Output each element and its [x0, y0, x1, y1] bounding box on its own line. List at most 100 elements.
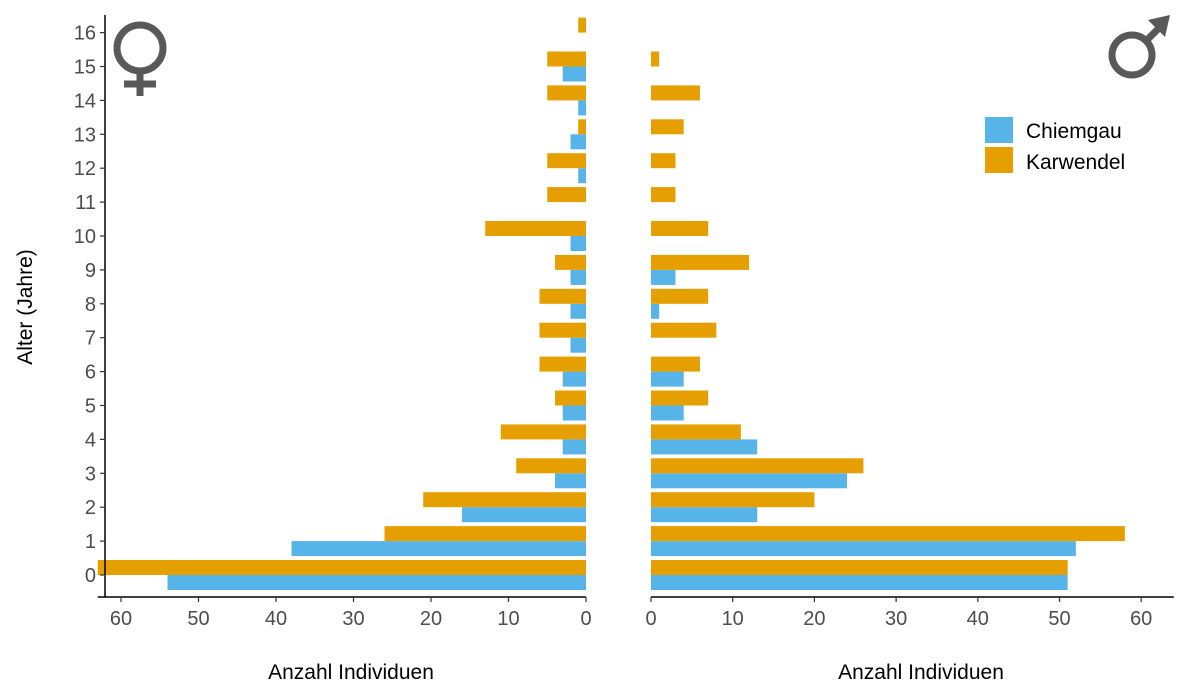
bar-male-karwendel-age-14 [651, 85, 701, 101]
legend-label-karwendel: Karwendel [1026, 151, 1125, 174]
legend-swatch-chiemgau [985, 117, 1013, 143]
bar-male-karwendel-age-13 [651, 119, 684, 135]
bar-male-chiemgau-age-0 [651, 575, 1068, 590]
x-axis-title-male: Anzahl Individuen [838, 661, 1004, 684]
bar-female-chiemgau-age-12 [578, 168, 586, 184]
bar-female-karwendel-age-11 [547, 187, 586, 203]
x-axis-title-female: Anzahl Individuen [268, 661, 434, 684]
bar-male-chiemgau-age-3 [651, 473, 848, 489]
y-tick-label: 0 [85, 565, 96, 587]
bar-female-karwendel-age-13 [578, 119, 586, 135]
y-tick-label: 1 [85, 531, 96, 553]
bar-male-karwendel-age-15 [651, 51, 660, 67]
bar-female-karwendel-age-16 [578, 17, 586, 33]
bar-female-karwendel-age-2 [423, 492, 586, 508]
y-tick-label: 16 [74, 23, 96, 45]
bar-female-karwendel-age-12 [547, 153, 586, 169]
y-tick-label: 11 [75, 192, 96, 214]
x-tick-label-female: 60 [110, 608, 132, 630]
bar-female-karwendel-age-10 [485, 221, 586, 236]
y-tick-label: 8 [85, 294, 96, 316]
bar-female-karwendel-age-4 [500, 424, 586, 440]
bar-female-chiemgau-age-0 [167, 575, 586, 590]
bar-female-chiemgau-age-14 [578, 100, 586, 116]
legend: Chiemgau Karwendel [985, 117, 1125, 174]
bar-female-chiemgau-age-5 [562, 405, 586, 421]
bar-female-karwendel-age-5 [555, 390, 586, 406]
bar-female-chiemgau-age-3 [555, 473, 586, 489]
y-tick-label: 14 [74, 90, 96, 112]
bar-female-karwendel-age-1 [384, 526, 586, 542]
bar-female-chiemgau-age-6 [562, 371, 586, 387]
y-tick-label: 13 [74, 124, 96, 146]
bar-female-karwendel-age-7 [539, 322, 586, 338]
y-tick-label: 6 [85, 362, 96, 384]
y-tick-label: 4 [85, 429, 96, 451]
bar-female-chiemgau-age-9 [570, 269, 586, 285]
bar-male-karwendel-age-12 [651, 153, 676, 169]
bar-female-karwendel-age-3 [516, 458, 586, 474]
y-tick-label: 10 [74, 226, 96, 248]
bar-female-karwendel-age-0 [97, 560, 586, 575]
legend-label-chiemgau: Chiemgau [1026, 120, 1122, 143]
bar-male-karwendel-age-0 [651, 560, 1068, 575]
axes-layer [97, 15, 1174, 602]
bar-female-karwendel-age-6 [539, 356, 586, 372]
y-tick-label: 5 [85, 396, 96, 418]
x-tick-label-female: 50 [187, 608, 209, 630]
bar-male-chiemgau-age-8 [651, 303, 660, 319]
x-tick-label-male: 20 [803, 608, 825, 630]
bar-female-karwendel-age-15 [547, 51, 586, 67]
x-tick-label-female: 0 [580, 608, 591, 630]
y-tick-label: 9 [85, 260, 96, 282]
bar-male-karwendel-age-10 [651, 221, 709, 236]
bar-female-chiemgau-age-1 [291, 541, 586, 557]
x-tick-label-female: 20 [420, 608, 442, 630]
x-tick-label-male: 30 [885, 608, 907, 630]
x-tick-label-female: 40 [265, 608, 287, 630]
bar-male-chiemgau-age-4 [651, 439, 758, 455]
bar-female-chiemgau-age-8 [570, 303, 586, 319]
bar-female-karwendel-age-8 [539, 288, 586, 304]
bar-male-chiemgau-age-6 [651, 371, 684, 387]
y-axis-title: Alter (Jahre) [14, 249, 37, 365]
bar-male-karwendel-age-7 [651, 322, 717, 338]
x-tick-label-male: 10 [722, 608, 744, 630]
bar-male-karwendel-age-9 [651, 254, 750, 270]
bar-male-karwendel-age-6 [651, 356, 701, 372]
bar-male-chiemgau-age-1 [651, 541, 1076, 557]
x-tick-label-male: 40 [967, 608, 989, 630]
bar-female-chiemgau-age-2 [462, 507, 586, 523]
bar-male-karwendel-age-11 [651, 187, 676, 203]
bar-male-karwendel-age-1 [651, 526, 1125, 542]
x-tick-label-female: 10 [497, 608, 519, 630]
bars-layer [97, 17, 1125, 590]
y-tick-label: 12 [74, 158, 96, 180]
bar-female-chiemgau-age-15 [562, 66, 586, 82]
male-symbol-icon [1108, 15, 1170, 79]
bar-male-chiemgau-age-2 [651, 507, 758, 523]
bar-female-chiemgau-age-10 [570, 236, 586, 251]
y-tick-label: 7 [85, 328, 96, 350]
bar-female-chiemgau-age-13 [570, 134, 586, 150]
bar-female-karwendel-age-9 [555, 254, 586, 270]
y-tick-label: 15 [74, 57, 96, 79]
bar-male-karwendel-age-2 [651, 492, 815, 508]
bar-male-karwendel-age-5 [651, 390, 709, 406]
x-tick-label-male: 50 [1048, 608, 1070, 630]
legend-swatch-karwendel [985, 147, 1013, 173]
bar-male-karwendel-age-8 [651, 288, 709, 304]
bar-male-chiemgau-age-5 [651, 405, 684, 421]
bar-female-karwendel-age-14 [547, 85, 586, 101]
bar-male-karwendel-age-4 [651, 424, 741, 440]
bar-female-chiemgau-age-4 [562, 439, 586, 455]
female-symbol-icon [113, 21, 167, 96]
x-tick-label-male: 0 [645, 608, 656, 630]
bar-male-karwendel-age-3 [651, 458, 864, 474]
bar-male-chiemgau-age-9 [651, 269, 676, 285]
y-tick-label: 2 [85, 497, 96, 519]
y-tick-label: 3 [85, 463, 96, 485]
x-tick-label-female: 30 [342, 608, 364, 630]
